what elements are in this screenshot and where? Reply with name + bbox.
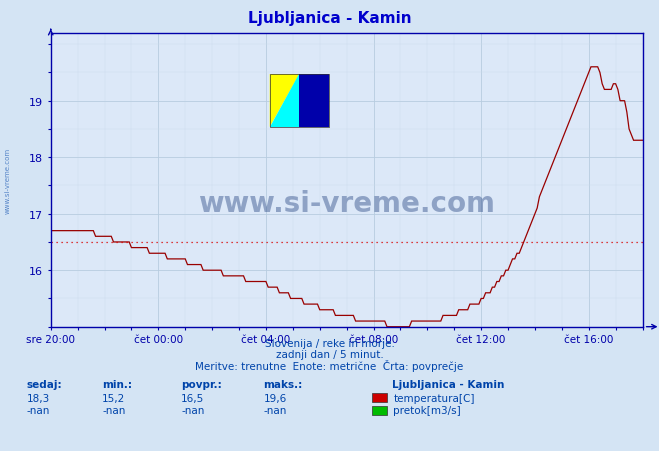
Polygon shape [299,75,329,128]
Text: 15,2: 15,2 [102,393,125,403]
Text: www.si-vreme.com: www.si-vreme.com [5,147,11,213]
Text: zadnji dan / 5 minut.: zadnji dan / 5 minut. [275,349,384,359]
Text: Meritve: trenutne  Enote: metrične  Črta: povprečje: Meritve: trenutne Enote: metrične Črta: … [195,359,464,371]
Text: -nan: -nan [26,405,49,415]
Text: Ljubljanica - Kamin: Ljubljanica - Kamin [392,379,505,389]
Text: Slovenija / reke in morje.: Slovenija / reke in morje. [264,338,395,348]
Text: 19,6: 19,6 [264,393,287,403]
Text: Ljubljanica - Kamin: Ljubljanica - Kamin [248,11,411,27]
Polygon shape [270,75,299,128]
Text: -nan: -nan [264,405,287,415]
Text: temperatura[C]: temperatura[C] [393,393,475,403]
Text: min.:: min.: [102,379,132,389]
Text: 16,5: 16,5 [181,393,204,403]
Text: 18,3: 18,3 [26,393,49,403]
Text: pretok[m3/s]: pretok[m3/s] [393,405,461,415]
Text: www.si-vreme.com: www.si-vreme.com [198,190,495,218]
Text: maks.:: maks.: [264,379,303,389]
Text: sedaj:: sedaj: [26,379,62,389]
Text: -nan: -nan [102,405,125,415]
Polygon shape [270,75,299,128]
Text: -nan: -nan [181,405,204,415]
Text: povpr.:: povpr.: [181,379,222,389]
